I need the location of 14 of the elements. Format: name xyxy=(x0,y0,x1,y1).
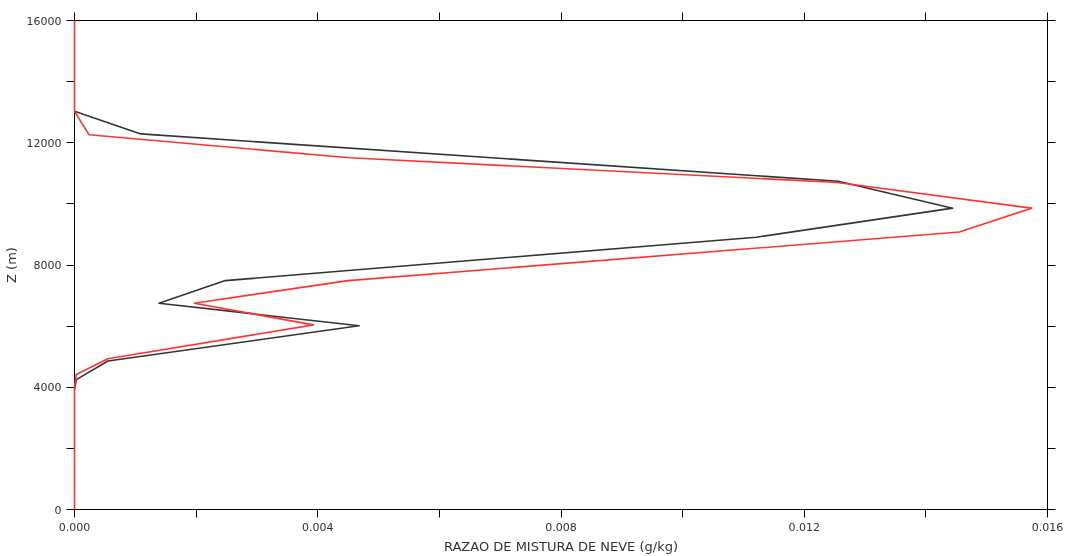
x-tick-label: 0.008 xyxy=(545,520,577,534)
x-tick-label: 0.000 xyxy=(58,520,91,534)
y-tick-label: 0 xyxy=(54,503,62,517)
y-tick-label: 12000 xyxy=(26,136,62,150)
line-series xyxy=(73,110,954,391)
x-tick-label: 0.004 xyxy=(302,520,334,534)
x-axis-title: RAZAO DE MISTURA DE NEVE (g/kg) xyxy=(443,538,679,554)
x-tick-label: 0.016 xyxy=(1031,520,1064,534)
x-tick-label: 0.012 xyxy=(788,520,820,534)
y-tick-label: 8000 xyxy=(33,259,62,272)
line-series xyxy=(73,19,1033,511)
y-tick-label: 4000 xyxy=(33,381,62,395)
y-tick-label: 16000 xyxy=(26,14,62,28)
y-axis-title: Z (m) xyxy=(3,247,19,283)
